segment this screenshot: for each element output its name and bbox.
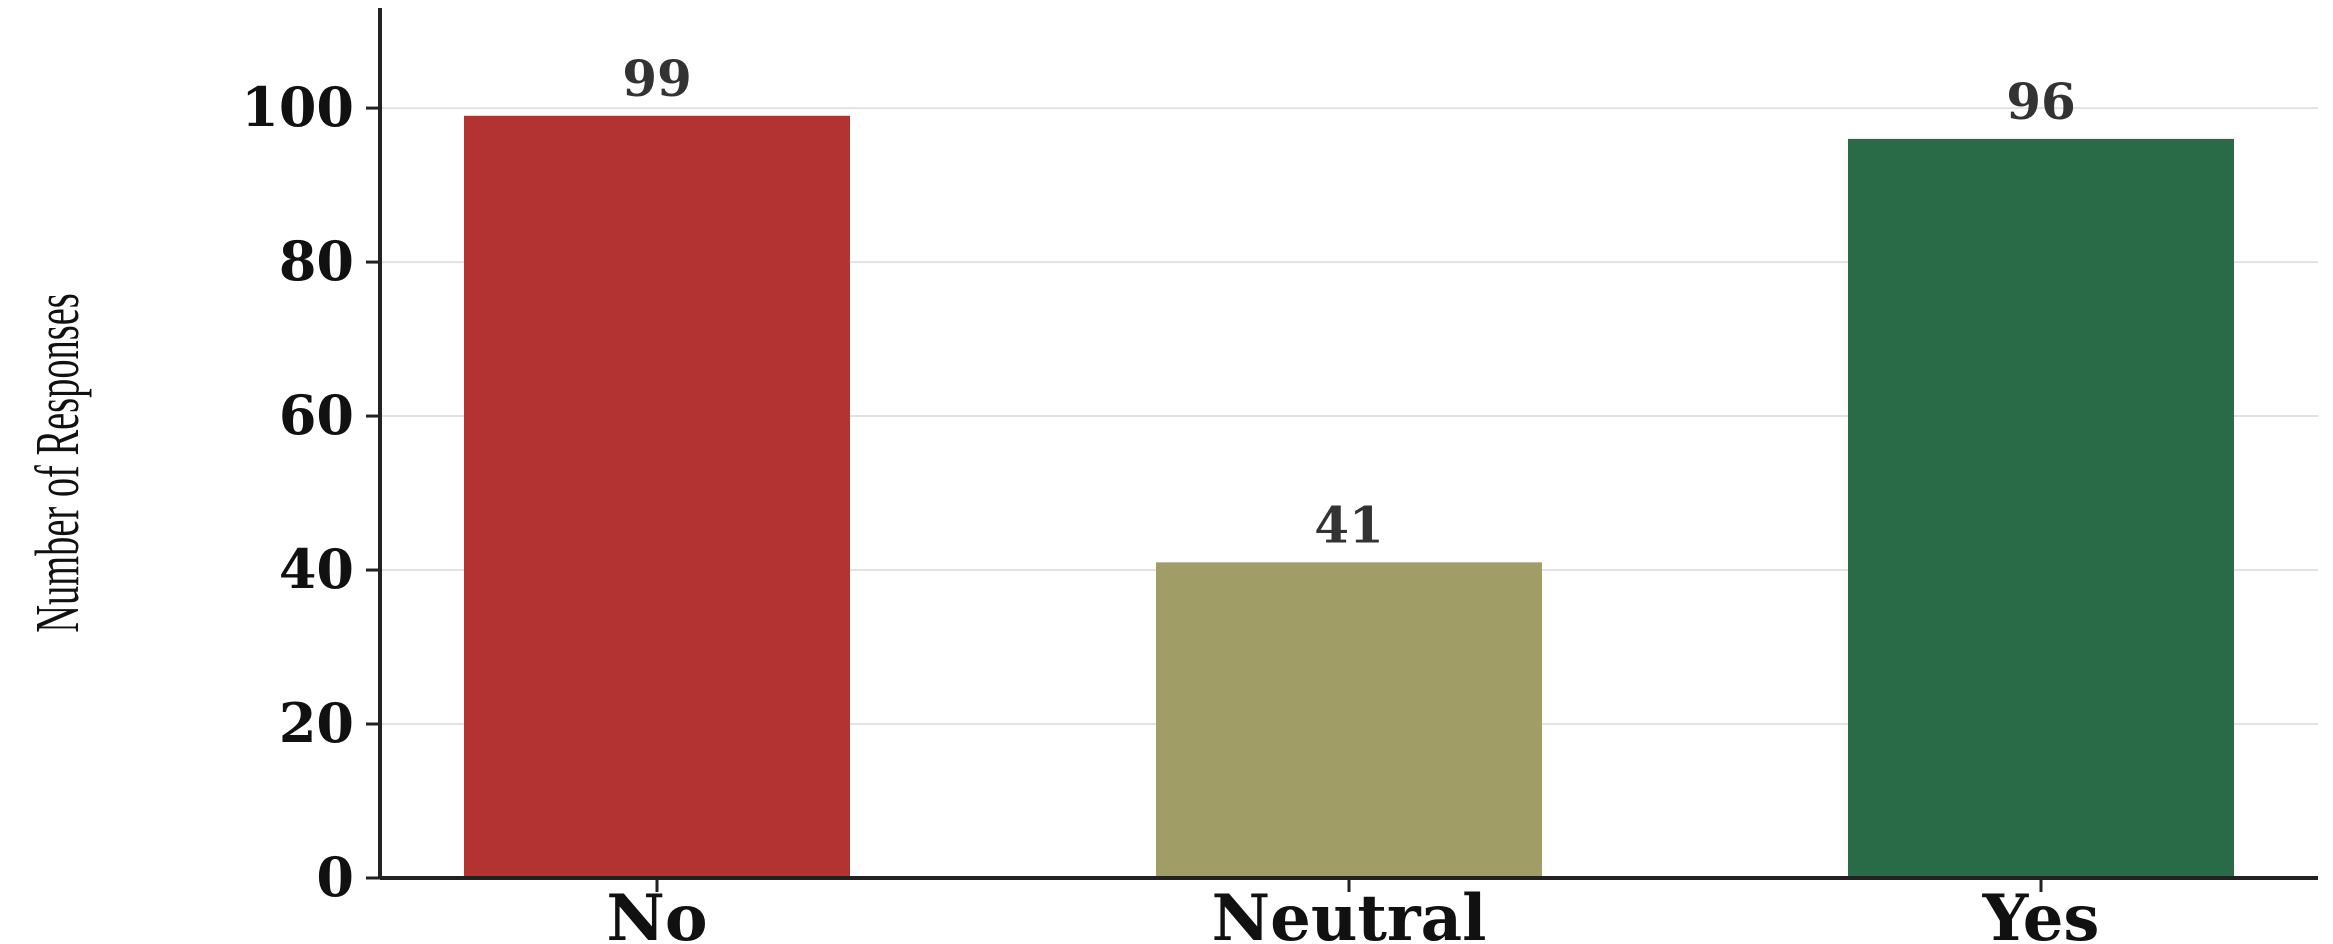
data-label-yes: 96 <box>2006 72 2076 131</box>
y-axis-ticks: 0 20 40 60 80 100 <box>241 75 380 909</box>
y-tick-label-0: 0 <box>316 845 354 909</box>
x-tick-label-neutral: Neutral <box>1212 881 1487 944</box>
y-tick-label-80: 80 <box>279 229 354 293</box>
x-tick-label-no: No <box>606 881 707 944</box>
bar-no <box>464 115 850 879</box>
x-tick-label-yes: Yes <box>1982 881 2100 944</box>
bar-neutral <box>1156 562 1542 878</box>
y-tick-label-40: 40 <box>279 537 354 601</box>
data-label-neutral: 41 <box>1314 495 1384 554</box>
y-tick-label-100: 100 <box>241 75 354 139</box>
bars <box>464 115 2234 879</box>
bar-yes <box>1848 138 2234 878</box>
y-tick-label-60: 60 <box>279 383 354 447</box>
x-axis-ticks: No Neutral Yes <box>606 878 2099 944</box>
data-labels: 99 41 96 <box>622 49 2076 555</box>
y-tick-label-20: 20 <box>279 691 354 755</box>
data-label-no: 99 <box>622 49 692 108</box>
y-axis-title: Number of Responses <box>24 293 93 632</box>
